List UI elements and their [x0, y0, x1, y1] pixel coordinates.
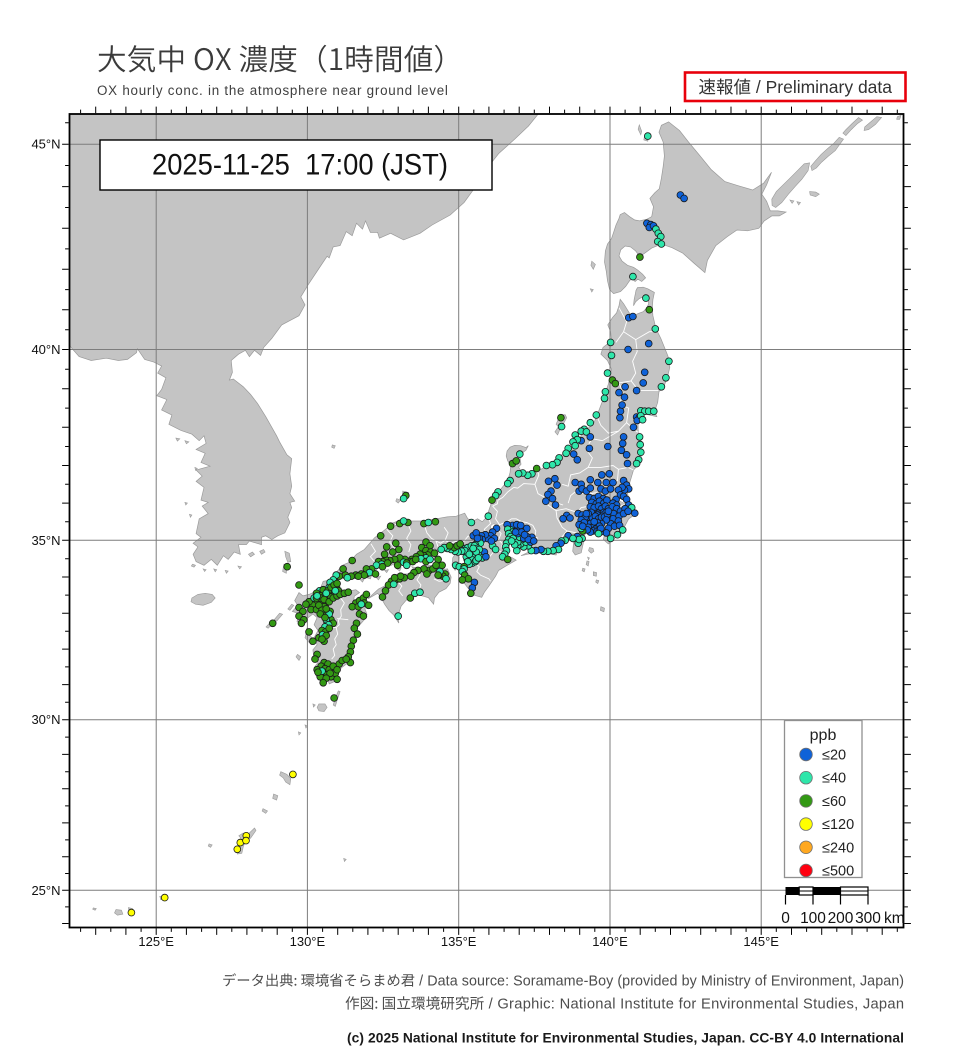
svg-text:≤240: ≤240 [822, 840, 854, 856]
svg-text:km: km [884, 910, 905, 927]
svg-text:/ Graphic: National Institute: / Graphic: National Institute for Enviro… [484, 997, 904, 1013]
svg-text:145°E: 145°E [743, 934, 779, 949]
svg-text:35°N: 35°N [31, 533, 60, 548]
svg-text:≤20: ≤20 [822, 748, 846, 764]
svg-text:≤120: ≤120 [822, 817, 854, 833]
svg-text:≤60: ≤60 [822, 794, 846, 810]
svg-text:≤500: ≤500 [822, 864, 854, 880]
svg-text:130°E: 130°E [290, 934, 326, 949]
svg-text:≤40: ≤40 [822, 771, 846, 787]
svg-text:300: 300 [855, 910, 881, 927]
svg-text:200: 200 [828, 910, 854, 927]
svg-text:OX hourly conc. in the atmosph: OX hourly conc. in the atmosphere near g… [97, 83, 449, 98]
svg-text:45°N: 45°N [31, 137, 60, 152]
svg-text:25°N: 25°N [31, 883, 60, 898]
svg-text:ppb: ppb [810, 727, 837, 744]
svg-text:30°N: 30°N [31, 712, 60, 727]
svg-text:100: 100 [800, 910, 826, 927]
svg-text:40°N: 40°N [31, 342, 60, 357]
svg-text:2025-11-25 17:00 (JST): 2025-11-25 17:00 (JST) [152, 149, 448, 182]
svg-text:140°E: 140°E [592, 934, 628, 949]
svg-text:0: 0 [781, 910, 790, 927]
svg-text:(c) 2025 National Institute fo: (c) 2025 National Institute for Environm… [347, 1031, 904, 1046]
svg-text:/ Data source: Soramame-Boy (p: / Data source: Soramame-Boy (provided by… [415, 974, 904, 990]
svg-text:135°E: 135°E [441, 934, 477, 949]
svg-text:125°E: 125°E [138, 934, 174, 949]
svg-text:/ Preliminary data: / Preliminary data [751, 77, 892, 97]
